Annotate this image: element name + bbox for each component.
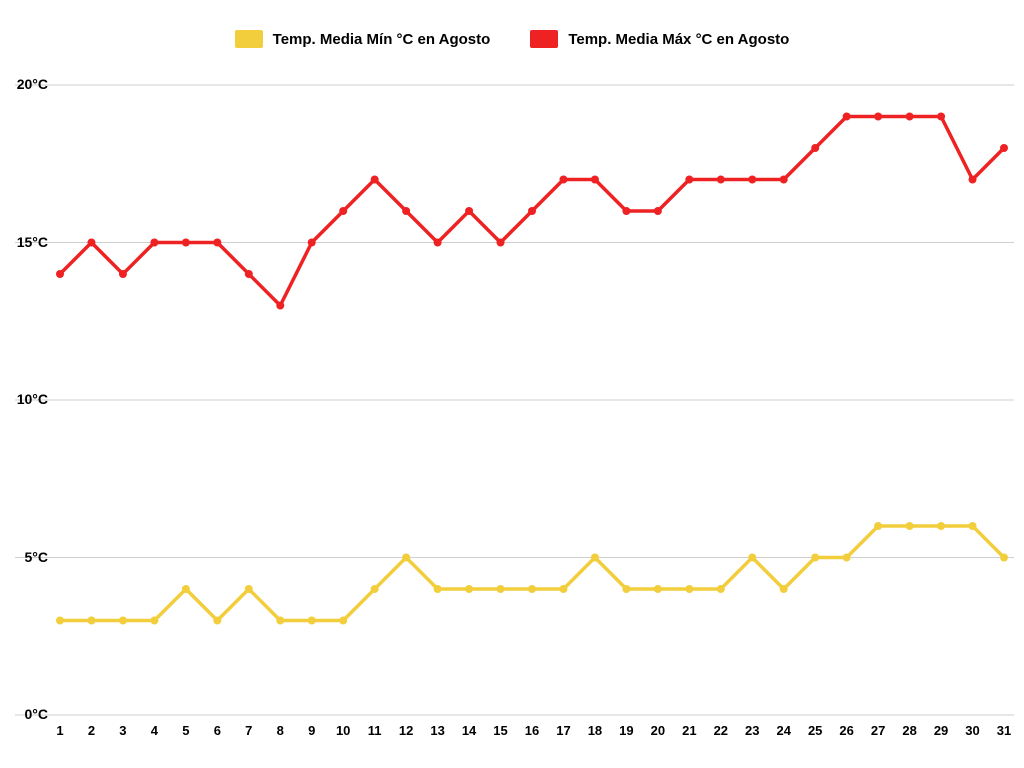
- x-tick-label: 27: [871, 723, 885, 738]
- temperature-chart: Temp. Media Mín °C en Agosto Temp. Media…: [0, 0, 1024, 768]
- x-tick-label: 9: [308, 723, 315, 738]
- y-tick-label: 15°C: [8, 234, 48, 250]
- x-tick-label: 14: [462, 723, 476, 738]
- x-tick-label: 12: [399, 723, 413, 738]
- x-tick-label: 23: [745, 723, 759, 738]
- x-tick-label: 31: [997, 723, 1011, 738]
- x-tick-label: 4: [151, 723, 158, 738]
- x-tick-label: 10: [336, 723, 350, 738]
- x-tick-label: 17: [556, 723, 570, 738]
- x-tick-label: 28: [902, 723, 916, 738]
- x-tick-label: 7: [245, 723, 252, 738]
- y-tick-label: 10°C: [8, 391, 48, 407]
- x-tick-label: 21: [682, 723, 696, 738]
- y-tick-label: 20°C: [8, 76, 48, 92]
- y-tick-label: 0°C: [8, 706, 48, 722]
- x-tick-label: 24: [776, 723, 790, 738]
- x-tick-label: 3: [119, 723, 126, 738]
- x-tick-label: 20: [651, 723, 665, 738]
- x-tick-label: 29: [934, 723, 948, 738]
- y-tick-label: 5°C: [8, 549, 48, 565]
- x-tick-label: 30: [965, 723, 979, 738]
- x-tick-label: 19: [619, 723, 633, 738]
- x-tick-label: 22: [714, 723, 728, 738]
- x-tick-label: 16: [525, 723, 539, 738]
- x-tick-label: 15: [493, 723, 507, 738]
- x-tick-label: 13: [430, 723, 444, 738]
- x-tick-label: 25: [808, 723, 822, 738]
- x-tick-label: 8: [277, 723, 284, 738]
- x-tick-label: 5: [182, 723, 189, 738]
- x-tick-label: 2: [88, 723, 95, 738]
- x-tick-label: 26: [839, 723, 853, 738]
- x-tick-label: 1: [56, 723, 63, 738]
- chart-svg: [0, 0, 1024, 768]
- x-tick-label: 18: [588, 723, 602, 738]
- x-tick-label: 6: [214, 723, 221, 738]
- x-tick-label: 11: [368, 723, 382, 738]
